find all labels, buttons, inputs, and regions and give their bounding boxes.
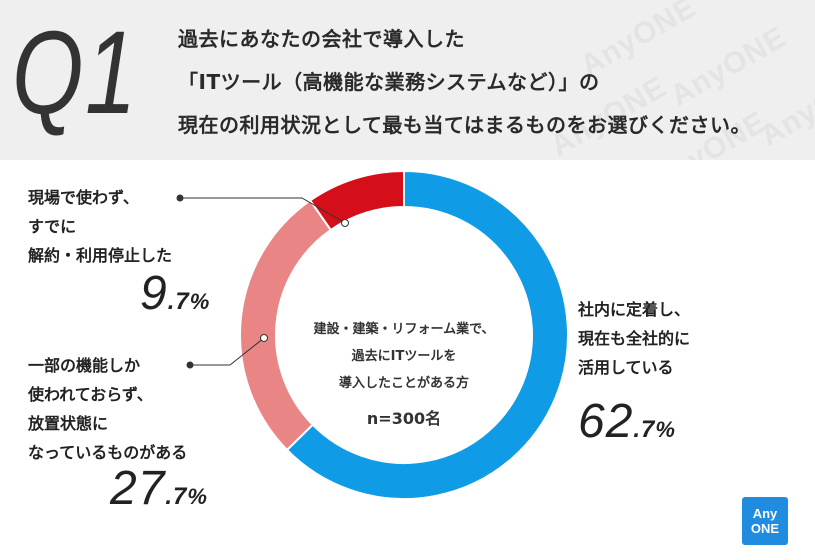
label-used: 社内に定着し、 現在も全社的に 活用している 62.7% — [578, 295, 690, 449]
question-line: 「ITツール（高機能な業務システムなど）」の — [178, 70, 600, 94]
label-line: 放置状態に — [28, 414, 109, 433]
pct-dec: .7 — [165, 483, 188, 510]
center-line: 導入したことがある方 — [338, 376, 469, 391]
label-line: 社内に定着し、 — [578, 300, 691, 319]
label-line: 活用している — [578, 358, 674, 377]
watermark-text: AnyONE — [755, 60, 815, 153]
pct-int: 62 — [578, 395, 634, 448]
pct-dec: .7 — [167, 288, 190, 315]
label-line: 現在も全社的に — [578, 329, 691, 348]
question-line: 現在の利用状況として最も当てはまるものをお選びください。 — [178, 113, 751, 137]
label-line: すでに — [28, 217, 77, 236]
sample-size: n=300名 — [366, 409, 442, 428]
label-line: 現場で使わず、 — [28, 188, 139, 207]
label-partial: 一部の機能しか 使われておらず、 放置状態に なっているものがある 27.7% — [28, 351, 208, 516]
percentage-partial: 27.7% — [110, 461, 208, 516]
percentage-used: 62.7% — [578, 394, 690, 449]
leader-line-unused — [180, 197, 346, 224]
donut-chart — [176, 169, 569, 500]
label-line: 使われておらず、 — [28, 385, 153, 404]
question-line: 過去にあなたの会社で導入した — [178, 27, 465, 51]
question-header: AnyONE AnyONE AnyONE AnyONE AnyONE Q1 過去… — [0, 0, 815, 160]
question-number: Q1 — [12, 7, 138, 139]
label-line: なっているものがある — [28, 443, 188, 462]
pct-sign: % — [655, 417, 676, 442]
pct-int: 9 — [140, 267, 168, 320]
donut-slice-0 — [285, 169, 569, 500]
center-line: 建設・建築・リフォーム業で、 — [313, 322, 495, 337]
label-line: 一部の機能しか — [28, 356, 141, 375]
leader-dot-partial — [186, 361, 194, 369]
donut-slice-2 — [308, 169, 405, 232]
percentage-unused: 9.7% — [140, 266, 210, 321]
leader-dot-unused-end — [341, 219, 349, 227]
leader-dot-unused — [176, 194, 184, 202]
pct-dec: .7 — [633, 416, 656, 443]
leader-dot-partial-end — [260, 334, 268, 342]
chart-center-text: 建設・建築・リフォーム業で、 過去にITツールを 導入したことがある方 n=30… — [304, 316, 504, 429]
label-unused: 現場で使わず、 すでに 解約・利用停止した 9.7% — [28, 183, 210, 321]
pct-int: 27 — [110, 462, 166, 515]
logo-line: Any — [752, 506, 778, 521]
pct-sign: % — [187, 484, 208, 509]
pct-sign: % — [189, 289, 211, 314]
leader-line-partial — [190, 337, 265, 366]
question-text: 過去にあなたの会社で導入した 「ITツール（高機能な業務システムなど）」の 現在… — [178, 18, 751, 147]
anyone-logo: Any ONE — [742, 497, 788, 545]
center-line: 過去にITツールを — [351, 349, 457, 364]
label-line: 解約・利用停止した — [28, 246, 173, 265]
logo-line: ONE — [750, 521, 780, 536]
